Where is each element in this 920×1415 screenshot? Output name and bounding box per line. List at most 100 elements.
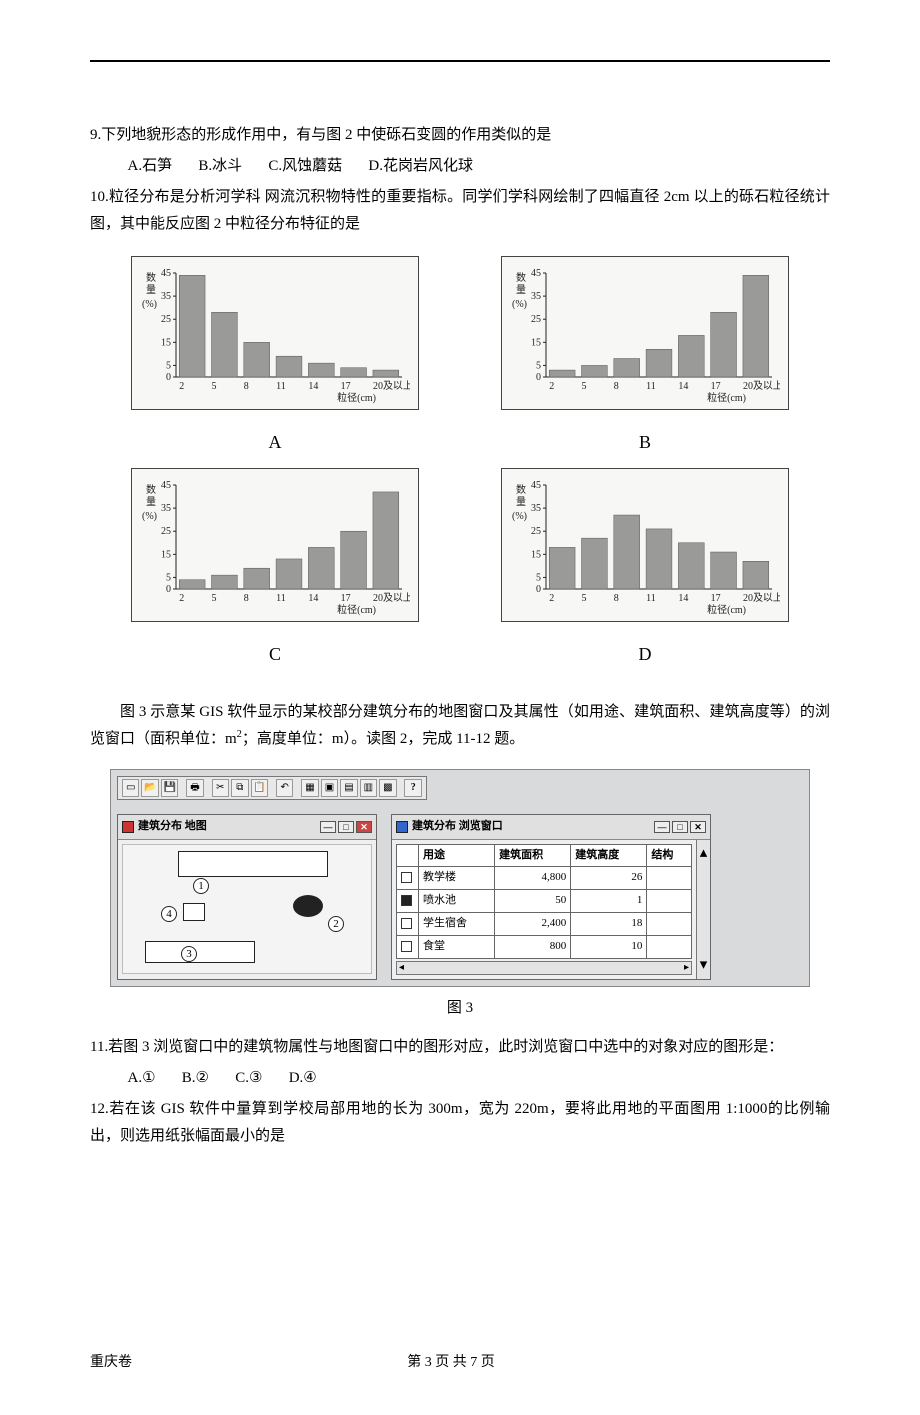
tb-win2-icon[interactable]: ▣ [321,779,338,797]
map-close-button[interactable]: ✕ [356,821,372,833]
gis-toolbar: ▭ 📂 💾 🖶 ✂ ⧉ 📋 ↶ ▦ ▣ ▤ ▥ ▩ ? [117,776,427,800]
svg-text:20及以上: 20及以上 [373,592,410,604]
svg-text:数: 数 [146,483,156,496]
scroll-right-icon[interactable]: ▸ [684,959,689,977]
tb-undo-icon[interactable]: ↶ [276,779,293,797]
attr-table-body: 教学楼4,80026喷水池501学生宿舍2,40018食堂80010 [397,867,692,958]
map-min-button[interactable]: — [320,821,336,833]
svg-text:(%): (%) [142,511,157,522]
svg-text:45: 45 [161,268,171,279]
chart-A-cell: 数量(%)051525354525811141720及以上粒径(cm) A [110,256,440,458]
tb-copy-icon[interactable]: ⧉ [231,779,248,797]
q11-stem: 11.若图 3 浏览窗口中的建筑物属性与地图窗口中的图形对应，此时浏览窗口中选中… [90,1034,830,1061]
svg-text:15: 15 [161,550,171,561]
tb-win5-icon[interactable]: ▩ [379,779,396,797]
svg-text:(%): (%) [142,299,157,310]
row-legend-icon [401,872,412,883]
tb-win1-icon[interactable]: ▦ [301,779,318,797]
map-shape-4[interactable] [183,903,205,921]
svg-text:量: 量 [516,284,526,296]
svg-text:15: 15 [161,337,171,348]
svg-text:14: 14 [678,381,688,392]
map-max-button[interactable]: □ [338,821,354,833]
map-label-1: 1 [193,875,209,897]
scroll-left-icon[interactable]: ◂ [399,959,404,977]
gis-figure: ▭ 📂 💾 🖶 ✂ ⧉ 📋 ↶ ▦ ▣ ▤ ▥ ▩ ? [110,769,810,987]
browse-v-scrollbar[interactable]: ▴ ▾ [696,840,710,979]
svg-text:20及以上: 20及以上 [743,592,780,604]
map-canvas: 1 4 2 3 [122,844,372,974]
cell-area: 800 [495,935,571,958]
cell-use: 食堂 [419,935,495,958]
map-shape-3[interactable] [145,941,255,963]
tb-new-icon[interactable]: ▭ [122,779,139,797]
browse-close-button[interactable]: ✕ [690,821,706,833]
tb-print-icon[interactable]: 🖶 [186,779,203,797]
gis-intro: 图 3 示意某 GIS 软件显示的某校部分建筑分布的地图窗口及其属性（如用途、建… [90,699,830,753]
svg-text:5: 5 [582,593,587,604]
svg-text:35: 35 [161,291,171,302]
svg-text:数: 数 [516,271,526,284]
map-shape-1[interactable] [178,851,328,877]
gis-body: 建筑分布 地图 — □ ✕ 1 4 2 [117,814,803,980]
charts-grid: 数量(%)051525354525811141720及以上粒径(cm) A 数量… [110,256,810,671]
svg-text:5: 5 [166,360,171,371]
tb-win4-icon[interactable]: ▥ [360,779,377,797]
table-row[interactable]: 食堂80010 [397,935,692,958]
svg-text:15: 15 [531,550,541,561]
gis-map-titlebar: 建筑分布 地图 — □ ✕ [118,815,376,840]
cell-use: 喷水池 [419,890,495,913]
svg-text:45: 45 [531,268,541,279]
svg-text:0: 0 [166,372,171,383]
browse-min-button[interactable]: — [654,821,670,833]
chart-A-svg: 数量(%)051525354525811141720及以上粒径(cm) [140,265,410,405]
table-row[interactable]: 喷水池501 [397,890,692,913]
browse-max-button[interactable]: □ [672,821,688,833]
chart-A-box: 数量(%)051525354525811141720及以上粒径(cm) [131,256,419,410]
cell-area: 50 [495,890,571,913]
browse-h-scrollbar[interactable]: ◂ ▸ [396,961,692,975]
svg-text:14: 14 [308,593,318,604]
cell-use: 教学楼 [419,867,495,890]
svg-text:(%): (%) [512,299,527,310]
chart-B-svg: 数量(%)051525354525811141720及以上粒径(cm) [510,265,780,405]
svg-text:25: 25 [531,527,541,538]
tb-cut-icon[interactable]: ✂ [212,779,229,797]
cell-area: 2,400 [495,912,571,935]
svg-text:35: 35 [161,504,171,515]
table-row[interactable]: 学生宿舍2,40018 [397,912,692,935]
chart-B-cell: 数量(%)051525354525811141720及以上粒径(cm) B [480,256,810,458]
svg-text:数: 数 [516,483,526,496]
svg-text:粒径(cm): 粒径(cm) [337,603,376,616]
tb-win3-icon[interactable]: ▤ [340,779,357,797]
svg-text:量: 量 [146,284,156,296]
svg-text:25: 25 [161,527,171,538]
scroll-down-icon[interactable]: ▾ [700,952,708,979]
cell-area: 4,800 [495,867,571,890]
svg-text:35: 35 [531,291,541,302]
svg-text:35: 35 [531,504,541,515]
page-footer: 重庆卷 第 3 页 共 7 页 [90,1350,830,1375]
tb-paste-icon[interactable]: 📋 [251,779,268,797]
cell-struct [647,935,692,958]
map-shape-2[interactable] [293,895,323,917]
svg-text:20及以上: 20及以上 [373,380,410,392]
svg-text:量: 量 [146,496,156,508]
chart-D-cell: 数量(%)051525354525811141720及以上粒径(cm) D [480,468,810,670]
attr-table: 用途 建筑面积 建筑高度 结构 教学楼4,80026喷水池501学生宿舍2,40… [396,844,692,959]
scroll-up-icon[interactable]: ▴ [700,840,708,867]
row-legend-icon [401,895,412,906]
tb-open-icon[interactable]: 📂 [141,779,158,797]
svg-text:(%): (%) [512,511,527,522]
tb-save-icon[interactable]: 💾 [161,779,178,797]
chart-B-label: B [480,426,810,458]
chart-C-box: 数量(%)051525354525811141720及以上粒径(cm) [131,468,419,622]
table-row[interactable]: 教学楼4,80026 [397,867,692,890]
svg-text:5: 5 [212,381,217,392]
q9-opt-a: A.石笋 [128,158,173,174]
q9-stem: 9.下列地貌形态的形成作用中，有与图 2 中使砾石变圆的作用类似的是 [90,122,830,149]
cell-height: 10 [571,935,647,958]
q9-opt-c: C.风蚀蘑菇 [268,158,342,174]
tb-help-icon[interactable]: ? [404,779,421,797]
row-legend-icon [401,918,412,929]
